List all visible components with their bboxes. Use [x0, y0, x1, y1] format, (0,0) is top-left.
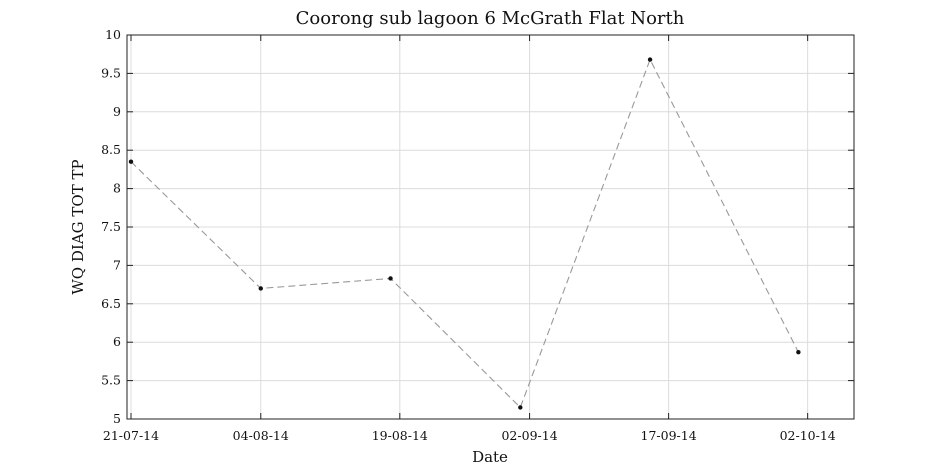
y-tick-label: 8: [113, 181, 121, 196]
x-tick-label: 02-09-14: [501, 428, 557, 443]
y-tick-label: 5: [113, 411, 121, 426]
x-axis-label: Date: [472, 448, 508, 466]
data-point: [518, 405, 523, 410]
grid: [127, 35, 854, 419]
data-series: [128, 57, 801, 410]
x-tick-label: 21-07-14: [103, 428, 159, 443]
y-tick-label: 9.5: [101, 65, 121, 80]
y-tick-label: 7.5: [101, 219, 121, 234]
x-tick-label: 02-10-14: [780, 428, 836, 443]
data-point: [128, 159, 134, 164]
y-tick-label: 6.5: [101, 296, 121, 311]
y-tick-label: 7: [113, 257, 121, 272]
y-tick-label: 5.5: [101, 373, 121, 388]
y-axis-label: WQ DIAG TOT TP: [69, 159, 87, 294]
x-tick-label: 19-08-14: [372, 428, 428, 443]
x-tick-label: 17-09-14: [641, 428, 697, 443]
chart-title: Coorong sub lagoon 6 McGrath Flat North: [296, 8, 685, 29]
data-point: [258, 286, 263, 291]
y-tick-label: 9: [113, 104, 121, 119]
y-tick-label: 8.5: [101, 142, 121, 157]
y-tick-label: 6: [113, 334, 121, 349]
data-point: [796, 349, 801, 355]
y-tick-label: 10: [105, 27, 121, 42]
data-point: [388, 276, 393, 281]
x-tick-label: 04-08-14: [233, 428, 289, 443]
axis-ticks: 5 5.5 6 6.5 7 7.5 8 8.5 9 9.5 10 21-07-14 04-08-14 19…: [101, 27, 854, 443]
data-point: [647, 57, 653, 62]
